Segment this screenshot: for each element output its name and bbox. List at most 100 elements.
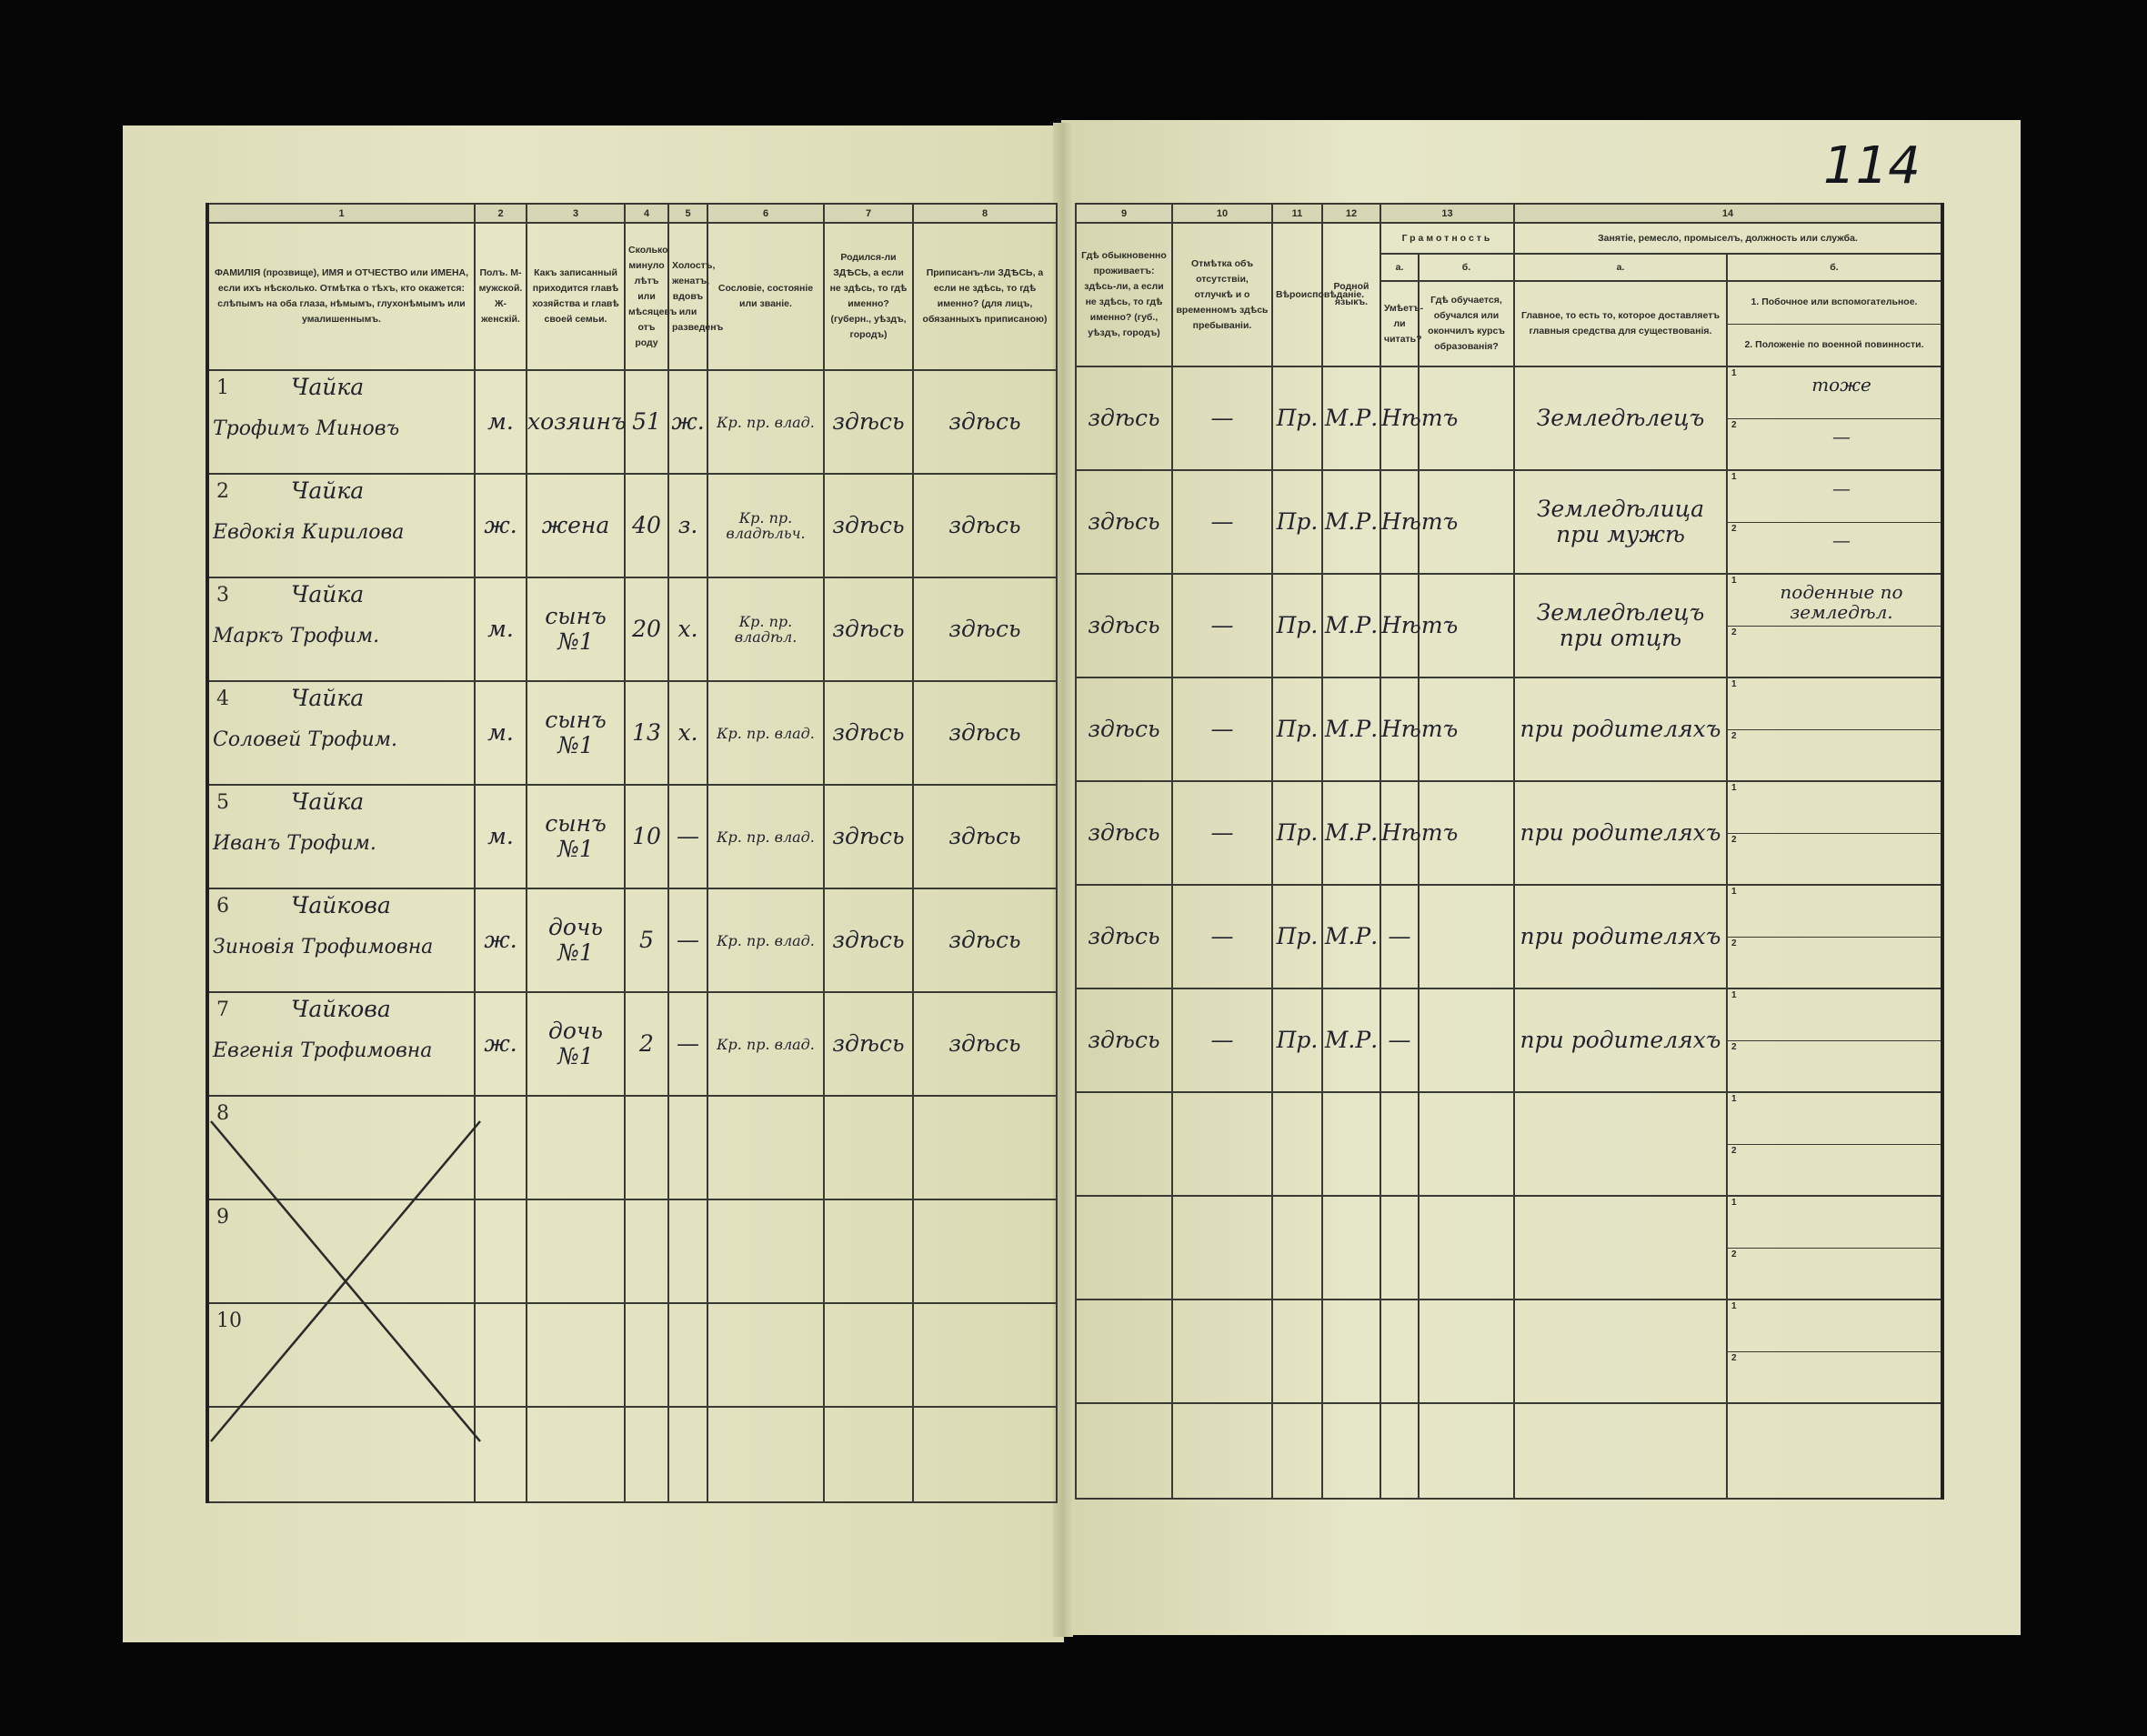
literate-cell-text: Нѣтъ [1381,819,1459,846]
religion-cell: Пр. [1271,677,1323,782]
language-cell: М.Р. [1321,780,1381,886]
language-cell: М.Р. [1321,884,1381,989]
column-number: 10 [1171,203,1273,224]
table-row: здѣсь — Пр. М.Р. Нѣтъ при родителяхъ 1 2 [1075,780,1943,886]
sex-cell [474,1095,527,1200]
blank-cell [624,1406,669,1503]
religion-cell: Пр. [1271,469,1323,575]
secondary-occupation-part: 1— [1728,471,1941,522]
column-number: 6 [707,203,825,224]
table-row: здѣсь — Пр. М.Р. Нѣтъ Земледѣлецъ 1 тоже 2— [1075,366,1943,471]
marital-cell-text: — [677,823,699,849]
sex-cell: м. [474,680,527,786]
census-table-right: 9 10 11 12 13 14 Гдѣ обыкновенно проживаетъ: з… [1075,203,1944,1500]
language-cell [1321,1091,1381,1197]
secondary-occupation-part: 2 [1728,832,1941,885]
born-cell-text: здѣсь [832,616,905,642]
born-cell: здѣсь [823,680,914,786]
sex-cell: м. [474,369,527,475]
given-name: Евгенія Трофимовна [213,1039,433,1062]
registered-cell: здѣсь [912,784,1058,889]
relation-cell-text: сынъ №1 [545,707,607,758]
language-cell [1321,1195,1381,1300]
marital-cell [667,1302,708,1408]
language-cell-text: М.Р. [1324,508,1379,535]
column-number-text: 14 [1721,207,1734,219]
language-cell: М.Р. [1321,677,1381,782]
resides-cell: здѣсь [1075,469,1173,575]
table-row: 7 Чайкова Евгенія Трофимовна ж. дочь №1 2 — Кр.… [206,991,1058,1097]
born-cell: здѣсь [823,991,914,1097]
row-number: 7 [216,998,229,1021]
column-number-text: 3 [572,207,579,219]
occupation-cell [1513,1091,1728,1197]
row-number: 3 [216,584,229,607]
given-name: Трофимъ Миновъ [213,417,400,440]
relation-cell: хозяинъ [526,369,627,475]
column-header: Полъ. М-мужской. Ж-женскій. [474,222,527,371]
resides-cell [1075,1195,1173,1300]
absence-cell [1171,1091,1273,1197]
name-cell: 1 Чайка Трофимъ Миновъ [206,369,476,475]
marital-cell-text: х. [677,719,698,746]
resides-cell-text: здѣсь [1088,923,1160,949]
part-label: 1 [1731,990,1737,1000]
column-number: 1 [206,203,476,224]
absence-cell: — [1171,573,1273,678]
born-cell-text: здѣсь [832,927,905,953]
table-row: здѣсь — Пр. М.Р. Нѣтъ Земледѣлица при мужѣ 1—2… [1075,469,1943,575]
estate-cell-text: Кр. пр. влад. [717,1035,815,1053]
blank-cell [1726,1402,1943,1500]
language-cell-text: М.Р. [1324,405,1379,431]
blank-cell [1271,1402,1323,1500]
occupation-cell-text: Земледѣлецъ [1536,405,1705,431]
literate-cell-text: Нѣтъ [1381,405,1459,431]
secondary-occupation-part: 1 [1728,782,1941,833]
part-label: 2 [1731,627,1737,637]
born-cell [823,1302,914,1408]
age-cell-text: 51 [632,408,661,435]
resides-cell: здѣсь [1075,988,1173,1093]
blank-row [206,1406,1058,1503]
column-group-header: Занятіе, ремесло, промыселъ, должность и… [1513,222,1943,255]
born-cell-text: здѣсь [832,408,905,435]
marital-cell: з. [667,473,708,578]
blank-cell [823,1406,914,1503]
column-header-text: ФАМИЛІЯ (прозвище), ИМЯ и ОТЧЕСТВО или И… [214,267,469,325]
secondary-occupation-text: — [1832,425,1851,447]
part-label: 1 [1731,679,1737,689]
absence-cell: — [1171,677,1273,782]
registered-cell [912,1302,1058,1408]
column-number-text: 5 [685,207,691,219]
blank-cell [1075,1402,1173,1500]
absence-cell-text: — [1210,612,1234,638]
column-number-text: 8 [981,207,988,219]
sex-cell: м. [474,784,527,889]
blank-cell [1418,1402,1515,1500]
age-cell [624,1199,669,1304]
secondary-occupation-part: 1 поденные по земледѣл. [1728,575,1941,626]
marital-cell: — [667,991,708,1097]
age-cell: 20 [624,577,669,682]
religion-cell-text: Пр. [1276,1027,1319,1053]
registered-cell [912,1095,1058,1200]
column-group-header-text: Занятіе, ремесло, промыселъ, должность и… [1598,232,1858,244]
registered-cell: здѣсь [912,369,1058,475]
absence-cell: — [1171,884,1273,989]
sex-cell-text: ж. [484,512,517,538]
religion-cell: Пр. [1271,884,1323,989]
surname: Чайка [291,788,365,815]
resides-cell-text: здѣсь [1088,405,1160,431]
registered-cell: здѣсь [912,680,1058,786]
secondary-occupation-part: 1 [1728,678,1941,729]
estate-cell: Кр. пр. влад. [707,888,825,993]
age-cell [624,1302,669,1408]
marital-cell-text: — [677,1030,699,1057]
